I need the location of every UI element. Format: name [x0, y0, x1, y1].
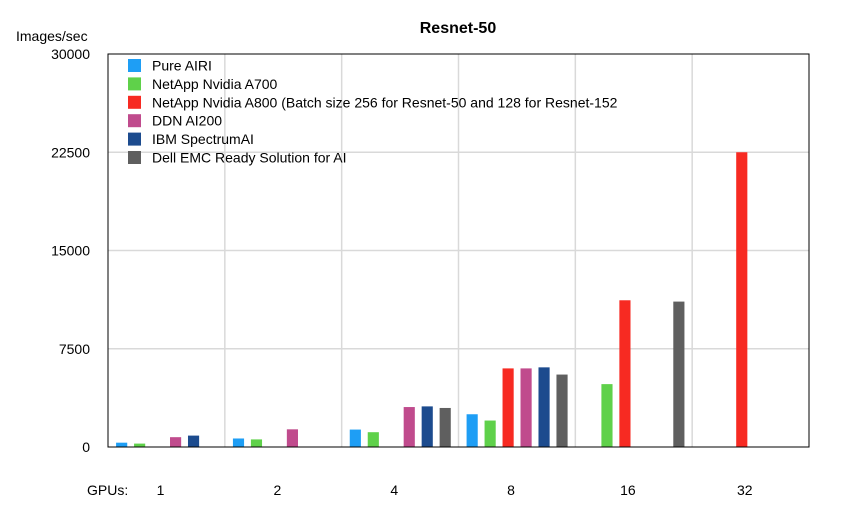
- plot-frame: [107, 53, 810, 448]
- x-tick-label: 32: [737, 482, 753, 498]
- bar: [736, 152, 748, 447]
- bar: [403, 407, 415, 447]
- legend-swatch: [128, 77, 141, 91]
- bar: [484, 420, 496, 447]
- x-tick-labels: 1 2 4 8 16 32: [157, 482, 753, 498]
- legend-label: Pure AIRI: [152, 58, 212, 74]
- x-tick-label: 16: [620, 482, 636, 498]
- legend-label: NetApp Nvidia A800 (Batch size 256 for R…: [152, 94, 618, 110]
- bar: [232, 438, 245, 447]
- x-tick-label: 1: [157, 482, 165, 498]
- y-tick-label: 0: [82, 439, 90, 455]
- bar: [367, 432, 379, 447]
- chart-title: Resnet-50: [420, 20, 497, 37]
- legend-label: NetApp Nvidia A700: [152, 76, 278, 92]
- bar: [286, 429, 298, 447]
- bar: [439, 407, 451, 447]
- bar: [619, 300, 631, 447]
- bar: [421, 406, 433, 447]
- bar: [601, 384, 613, 447]
- y-tick-label: 15000: [51, 243, 90, 259]
- legend-swatch: [128, 114, 141, 128]
- x-tick-label: 4: [390, 482, 398, 498]
- bar: [556, 374, 568, 447]
- legend-swatch: [128, 95, 141, 109]
- bar: [349, 429, 361, 447]
- legend-swatch: [128, 132, 141, 146]
- legend-label: IBM SpectrumAI: [152, 131, 254, 147]
- legend-swatch: [128, 151, 141, 164]
- bar: [520, 368, 532, 447]
- bar: [466, 414, 478, 447]
- legend-swatch: [128, 59, 141, 72]
- bar: [250, 439, 263, 447]
- y-tick-labels: 0 7500 15000 22500 30000: [51, 46, 90, 455]
- bar: [170, 437, 182, 447]
- bars: [116, 152, 748, 447]
- legend-label: Dell EMC Ready Solution for AI: [152, 150, 347, 166]
- x-tick-label: 2: [274, 482, 282, 498]
- bar: [187, 435, 200, 447]
- bar: [502, 368, 514, 447]
- y-axis-label: Images/sec: [16, 28, 88, 44]
- y-tick-label: 22500: [51, 144, 90, 160]
- bar: [134, 443, 146, 447]
- y-tick-label: 30000: [51, 46, 90, 62]
- bar: [673, 301, 685, 447]
- y-tick-label: 7500: [59, 341, 90, 357]
- legend-label: DDN AI200: [152, 113, 222, 129]
- x-axis-label: GPUs:: [87, 482, 128, 498]
- gridlines: [108, 54, 809, 447]
- x-tick-label: 8: [507, 482, 515, 498]
- bar: [538, 367, 550, 447]
- bar: [116, 442, 128, 447]
- legend: Pure AIRI NetApp Nvidia A700 NetApp Nvidia…: [128, 58, 618, 166]
